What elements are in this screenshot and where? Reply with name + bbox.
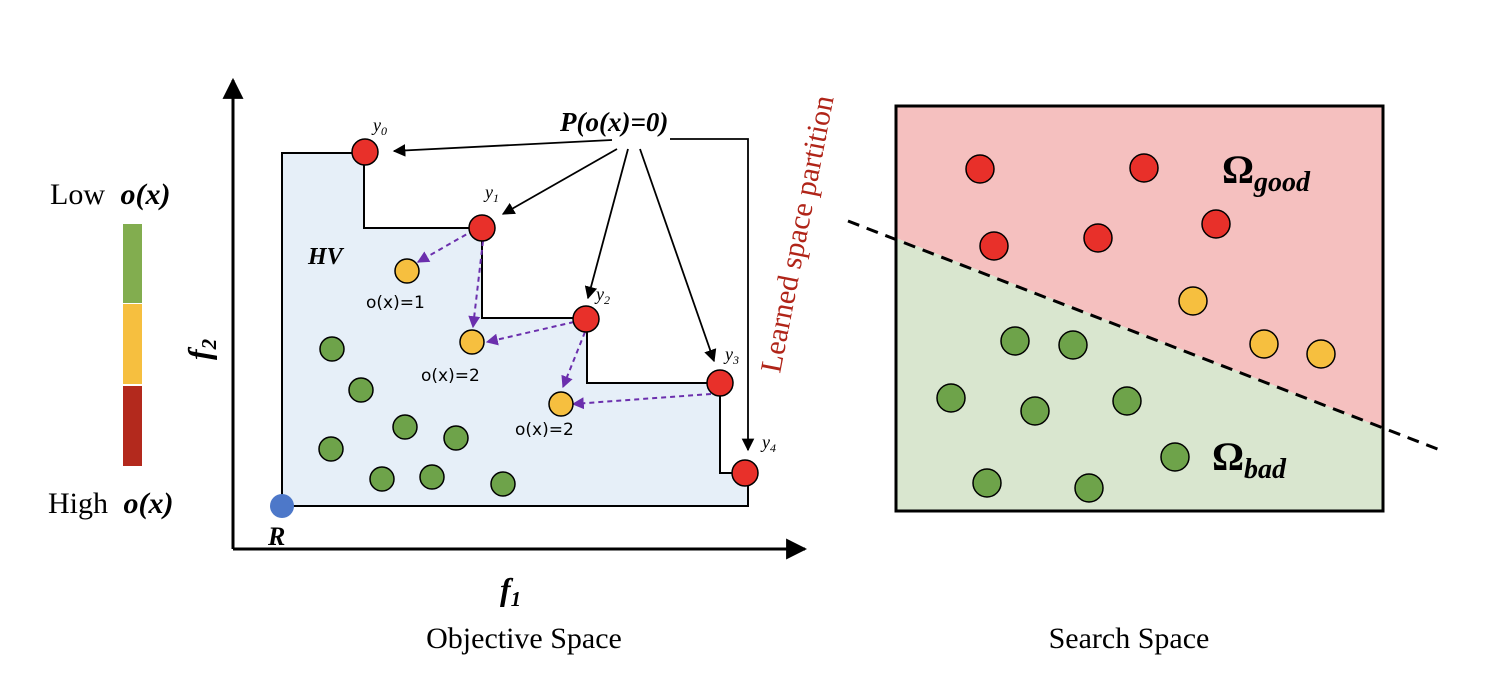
x-axis-label: f1 [500, 571, 521, 611]
search-space-border [894, 104, 1385, 513]
pareto-arrow [670, 138, 755, 452]
search-point-red [965, 154, 995, 184]
pareto-arrow [584, 148, 629, 300]
objective-space-caption: Objective Space [426, 622, 622, 655]
rank-arrow [561, 331, 586, 389]
pareto-point [731, 459, 759, 487]
search-point-orange [1306, 339, 1336, 369]
dominated-point [318, 436, 344, 462]
pareto-point [706, 369, 734, 397]
reference-point [270, 494, 294, 518]
pareto-points [351, 138, 759, 487]
search-point-green [936, 383, 966, 413]
legend-high-label: High o(x) [48, 487, 173, 520]
pareto-arrow [639, 148, 717, 363]
search-point-red [1129, 153, 1159, 183]
search-point-green [972, 468, 1002, 498]
rank-arrow [416, 229, 475, 263]
dominated-point [443, 425, 469, 451]
partition-label: Learned space partition [754, 93, 840, 376]
legend-low-label: Low o(x) [50, 178, 170, 211]
search-point-green [1160, 442, 1190, 472]
dominated-point [392, 414, 418, 440]
pareto-point-label: y1 [483, 182, 499, 205]
bad-region-label: Ωbad [1212, 434, 1287, 485]
dominated-point [348, 377, 374, 403]
pareto-point-label: y3 [723, 344, 739, 367]
pareto-point-label: y4 [760, 432, 776, 455]
search-point-orange [1249, 329, 1279, 359]
pareto-point [351, 138, 379, 166]
legend-color-low [123, 224, 142, 303]
rank-label: o(x)=2 [515, 420, 574, 440]
pareto-arrows [392, 138, 755, 452]
rank-arrow [485, 321, 575, 346]
pareto-arrow [501, 148, 618, 215]
rank-arrows [416, 229, 712, 410]
hypervolume-region [281, 152, 749, 507]
reference-label: R [267, 522, 285, 551]
partition-boundary [847, 219, 1441, 452]
good-region-label: Ωgood [1222, 147, 1311, 198]
rank-label: o(x)=1 [366, 293, 425, 313]
rank-points [394, 258, 574, 417]
dominated-point [490, 471, 516, 497]
search-point-red [1201, 209, 1231, 239]
legend-color-high [123, 386, 142, 466]
y-axis-label: f2 [181, 338, 221, 360]
search-point-red [979, 231, 1009, 261]
rank-point [459, 329, 485, 355]
dominated-points [318, 336, 516, 497]
rank-label: o(x)=2 [421, 366, 480, 386]
search-point-green [1000, 326, 1030, 356]
pareto-point-label: y2 [594, 284, 610, 307]
search-space-panel: Ωgood Ωbad Search Space [847, 104, 1441, 655]
search-space-caption: Search Space [1049, 622, 1210, 655]
legend-color-mid [123, 304, 142, 384]
search-point-orange [1178, 286, 1208, 316]
search-mid-points [1178, 286, 1336, 369]
pareto-point [572, 305, 600, 333]
pareto-point [468, 214, 496, 242]
search-point-red [1083, 223, 1113, 253]
search-point-green [1020, 396, 1050, 426]
rank-arrow [468, 240, 484, 329]
hv-label: HV [307, 244, 345, 270]
dominated-point [319, 336, 345, 362]
legend: Low o(x) High o(x) [48, 178, 173, 520]
dominated-point [419, 464, 445, 490]
search-good-points [965, 153, 1231, 261]
rank-point [394, 258, 420, 284]
search-point-green [1058, 330, 1088, 360]
rank-point [548, 391, 574, 417]
bad-region [896, 238, 1383, 511]
search-point-green [1112, 386, 1142, 416]
search-bad-points [936, 326, 1190, 503]
pareto-point-label: y0 [371, 115, 387, 138]
dominated-point [369, 466, 395, 492]
pareto-front-label: P(o(x)=0) [559, 107, 668, 137]
pareto-arrow [392, 139, 613, 157]
search-point-green [1074, 473, 1104, 503]
objective-space-panel: f1 f2 HV R [181, 77, 808, 655]
